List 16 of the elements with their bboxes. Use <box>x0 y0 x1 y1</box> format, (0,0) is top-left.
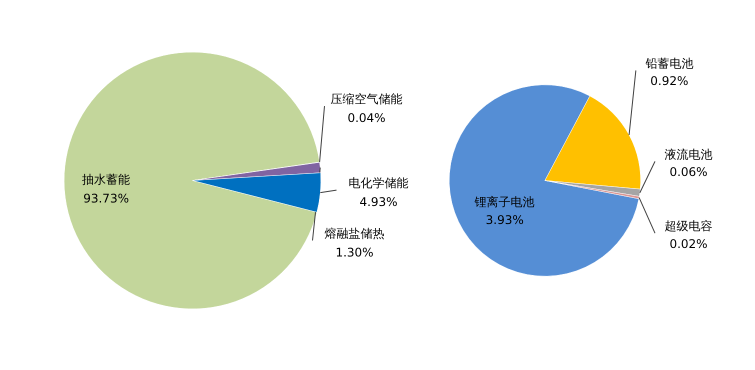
data-label: 4.93% <box>359 194 398 209</box>
data-label: 93.73% <box>83 191 129 206</box>
slice-label: 超级电容 <box>664 219 712 234</box>
data-label: 0.04% <box>347 110 386 125</box>
slice-label: 抽水蓄能 <box>82 172 130 186</box>
slice-label: 液流电池 <box>664 147 712 162</box>
slice-label: 锂离子电池 <box>474 195 535 210</box>
data-label: 0.06% <box>669 165 708 180</box>
data-label: 0.02% <box>669 236 708 251</box>
data-label: 0.92% <box>650 74 688 88</box>
slice-label: 压缩空气储能 <box>330 92 402 106</box>
slice-label: 铅蓄电池 <box>644 56 694 70</box>
slice-label: 电化学储能 <box>348 176 408 190</box>
data-label: 3.93% <box>486 213 524 228</box>
data-label: 1.30% <box>335 245 374 260</box>
slice-label: 熔融盐储热 <box>324 226 384 240</box>
